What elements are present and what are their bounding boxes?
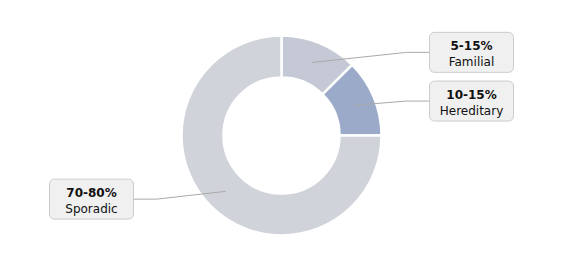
- svg-text:5-15%: 5-15%: [450, 39, 492, 53]
- svg-text:10-15%: 10-15%: [446, 88, 496, 102]
- svg-text:Sporadic: Sporadic: [65, 202, 117, 216]
- svg-text:70-80%: 70-80%: [66, 186, 116, 200]
- svg-text:Hereditary: Hereditary: [440, 104, 504, 118]
- svg-text:Familial: Familial: [449, 55, 495, 69]
